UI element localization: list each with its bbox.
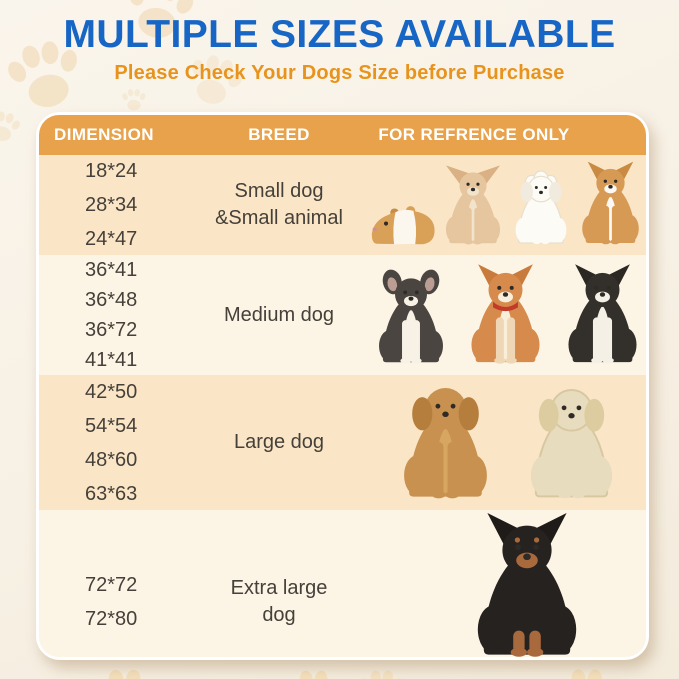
breed-label: Large dog xyxy=(189,375,369,510)
paw-print-icon xyxy=(552,662,622,679)
page-subtitle: Please Check Your Dogs Size before Purch… xyxy=(114,62,565,84)
labrador-image xyxy=(522,377,621,501)
table-row: 72*72 72*80 Extra large dog xyxy=(39,510,646,657)
dimension-value: 24*47 xyxy=(85,228,138,250)
dimension-value: 36*48 xyxy=(85,289,138,311)
french-bulldog-image xyxy=(372,268,450,366)
size-table-body: 18*24 28*34 24*47 Small dog &Small animal 36*… xyxy=(39,155,646,657)
breed-label: Medium dog xyxy=(189,255,369,375)
dimension-value: 18*24 xyxy=(85,160,138,182)
guinea-pig-image xyxy=(370,202,436,246)
dimension-value: 48*60 xyxy=(85,448,138,471)
breed-label-line: Large dog xyxy=(233,431,325,453)
size-chart-card: DIMENSION BREED FOR REFRENCE ONLY 18*24 2… xyxy=(36,112,649,660)
border-collie-image xyxy=(561,262,644,366)
breed-label: Small dog &Small animal xyxy=(189,155,369,255)
column-header-breed: BREED xyxy=(248,125,310,144)
dimension-value: 63*63 xyxy=(85,482,138,505)
paw-print-icon xyxy=(0,105,26,155)
dimension-value: 72*80 xyxy=(85,608,138,630)
breed-label: Extra large dog xyxy=(189,510,369,657)
paw-print-icon xyxy=(88,662,162,679)
reference-animals xyxy=(369,255,646,375)
table-row: 42*50 54*54 48*60 63*63 Large dog xyxy=(39,375,646,510)
dimension-value: 41*41 xyxy=(85,349,138,371)
dimension-value: 36*41 xyxy=(85,259,138,281)
dimension-value: 28*34 xyxy=(85,194,138,216)
golden-retriever-image xyxy=(395,375,496,501)
doberman-image xyxy=(467,510,587,657)
corgi-image xyxy=(576,160,645,246)
page-title: MULTIPLE SIZES AVAILABLE xyxy=(63,13,616,56)
dimension-value: 36*72 xyxy=(85,319,138,341)
reference-animals xyxy=(369,155,646,255)
table-row: 18*24 28*34 24*47 Small dog &Small animal xyxy=(39,155,646,255)
bichon-frise-image xyxy=(510,168,572,246)
table-row: 36*41 36*48 36*72 41*41 Medium dog xyxy=(39,255,646,375)
breed-label-line: dog xyxy=(262,604,296,626)
dimension-value: 42*50 xyxy=(85,380,138,403)
chihuahua-image xyxy=(440,164,506,246)
dimension-list: 42*50 54*54 48*60 63*63 xyxy=(39,375,189,510)
reference-animals xyxy=(369,510,646,657)
dimension-value: 54*54 xyxy=(85,414,138,437)
shiba-inu-image xyxy=(464,262,547,366)
paw-print-icon xyxy=(282,664,346,679)
breed-label-line: Medium dog xyxy=(223,303,335,326)
paw-print-icon xyxy=(356,665,408,679)
breed-label-line: &Small animal xyxy=(215,207,343,229)
column-header-reference: FOR REFRENCE ONLY xyxy=(378,125,570,144)
table-header-row: DIMENSION BREED FOR REFRENCE ONLY xyxy=(39,115,646,155)
dimension-list: 72*72 72*80 xyxy=(39,510,189,657)
dimension-value: 72*72 xyxy=(85,574,138,596)
column-header-dimension: DIMENSION xyxy=(54,125,154,144)
dimension-list: 18*24 28*34 24*47 xyxy=(39,155,189,255)
dimension-list: 36*41 36*48 36*72 41*41 xyxy=(39,255,189,375)
breed-label-line: Extra large xyxy=(230,577,328,599)
reference-animals xyxy=(369,375,646,510)
breed-label-line: Small dog xyxy=(234,180,324,202)
